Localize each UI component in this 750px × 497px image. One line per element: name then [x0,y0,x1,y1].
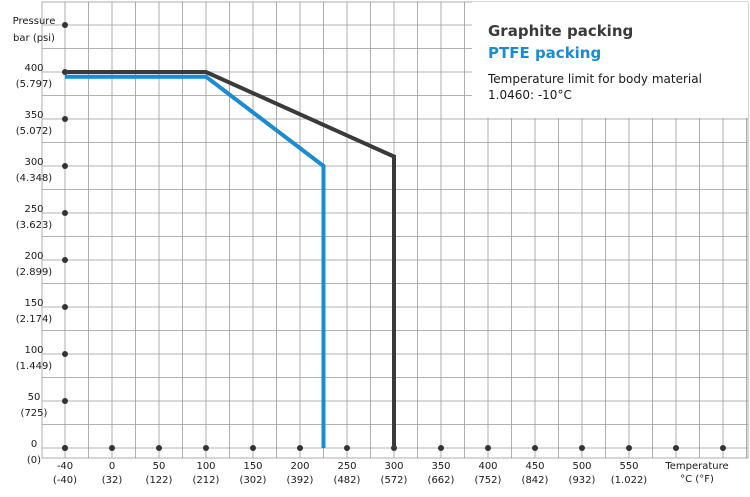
x-tick-dot [203,445,209,451]
y-tick-sublabel: (0) [27,455,41,466]
legend-ptfe: PTFE packing [488,44,601,62]
x-tick-dot [156,445,162,451]
x-tick-sublabel: (122) [146,475,173,486]
series-line-graphite-packing [65,70,396,448]
legend-graphite: Graphite packing [488,22,633,40]
x-tick-sublabel: (-40) [53,475,77,486]
x-tick-label: 450 [525,461,544,472]
x-axis-title-line2: °C (°F) [680,474,714,485]
y-tick-sublabel: (5.072) [16,126,53,137]
x-tick-label: 250 [337,461,356,472]
x-tick-sublabel: (842) [522,475,549,486]
x-tick-sublabel: (392) [287,475,314,486]
plot-border [41,1,749,459]
y-tick-label: 300 [24,157,43,168]
x-tick-label: 0 [109,461,115,472]
y-tick-dot [62,398,68,404]
x-tick-label: 100 [196,461,215,472]
x-tick-dot [250,445,256,451]
y-tick-label: 0 [31,439,37,450]
y-axis-title: Pressure bar (psi) [13,16,56,44]
annotation-line2: 1.0460: -10°C [488,88,572,102]
annotation-line1: Temperature limit for body material [487,72,702,86]
y-tick-dot [62,304,68,310]
x-tick-sublabel: (662) [428,475,455,486]
y-tick-sublabel: (5.797) [16,79,53,90]
x-tick-sublabel: (302) [240,475,267,486]
x-tick-sublabel: (572) [381,475,408,486]
x-tick-label: 50 [153,461,166,472]
y-axis-title-line2: bar (psi) [13,33,55,44]
y-tick-sublabel: (3.623) [16,220,53,231]
x-tick-dot [344,445,350,451]
y-tick-dot [62,445,68,451]
x-tick-label: 300 [384,461,403,472]
y-tick-sublabel: (725) [21,408,48,419]
y-tick-dot [62,351,68,357]
x-tick-dot [673,445,679,451]
series-lines [65,70,396,448]
x-tick-sublabel: (32) [102,475,123,486]
x-tick-label: 500 [572,461,591,472]
x-tick-label: 350 [431,461,450,472]
y-tick-labels: 0 (0) 50 (725) 100 (1.449) 150 (2.174) 200 (2.899… [16,63,53,466]
x-tick-dot [485,445,491,451]
y-tick-dot [62,22,68,28]
x-tick-label: 550 [619,461,638,472]
tick-dots [62,22,726,451]
y-tick-label: 350 [24,110,43,121]
x-tick-sublabel: (212) [193,475,220,486]
series-line-ptfe-packing [65,74,326,448]
legend: Graphite packing PTFE packing Temperatur… [472,2,748,118]
x-tick-sublabel: (1.022) [611,475,648,486]
x-tick-label: -40 [57,461,73,472]
x-tick-dot [532,445,538,451]
x-tick-sublabel: (752) [475,475,502,486]
x-tick-label: 200 [290,461,309,472]
x-tick-labels: -40 (-40) 0 (32) 50 (122) 100 (212) 150 (302) 200 (… [53,461,647,486]
x-axis-title: Temperature °C (°F) [664,461,728,485]
x-tick-dot [109,445,115,451]
y-tick-label: 100 [24,345,43,356]
y-tick-dot [62,210,68,216]
x-tick-dot [626,445,632,451]
x-tick-dot [720,445,726,451]
x-tick-label: 150 [243,461,262,472]
y-tick-sublabel: (2.174) [16,314,53,325]
x-tick-sublabel: (932) [569,475,596,486]
y-tick-dot [62,116,68,122]
y-tick-label: 50 [28,392,41,403]
y-tick-label: 400 [24,63,43,74]
y-tick-label: 250 [24,204,43,215]
y-tick-sublabel: (2.899) [16,267,53,278]
y-tick-dot [62,163,68,169]
y-tick-sublabel: (1.449) [16,361,53,372]
x-tick-dot [438,445,444,451]
y-axis-title-line1: Pressure [13,16,56,27]
legend-background [472,2,748,118]
x-axis-title-line1: Temperature [664,461,728,472]
x-tick-label: 400 [478,461,497,472]
y-tick-sublabel: (4.348) [16,173,53,184]
x-tick-sublabel: (482) [334,475,361,486]
x-tick-dot [297,445,303,451]
y-tick-dot [62,257,68,263]
x-tick-dot [579,445,585,451]
y-tick-label: 150 [24,298,43,309]
y-tick-label: 200 [24,251,43,262]
